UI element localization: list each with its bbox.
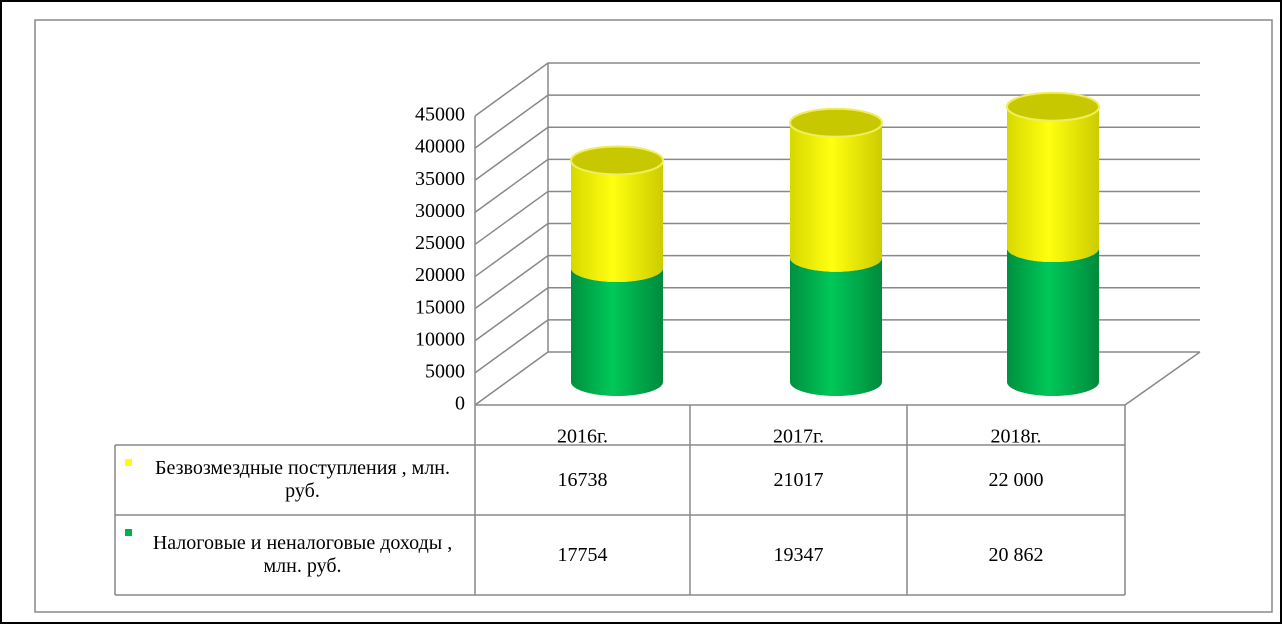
cylinder-segment bbox=[571, 267, 663, 396]
cylinder-segment bbox=[790, 122, 882, 272]
legend-label: Безвозмездные поступления , млн. руб. bbox=[155, 457, 450, 502]
cylinder-segment bbox=[571, 160, 663, 282]
table-value: 22 000 bbox=[988, 468, 1044, 491]
x-tick-label: 2018г. bbox=[991, 426, 1042, 448]
grid-line bbox=[474, 62, 1200, 117]
grid-line bbox=[474, 126, 1200, 181]
grid-line bbox=[474, 94, 1200, 149]
table-value: 21017 bbox=[773, 468, 824, 491]
grid-line bbox=[474, 190, 1200, 246]
y-tick-label: 10000 bbox=[415, 328, 465, 350]
grid-line bbox=[474, 319, 1200, 374]
chart-frame bbox=[34, 19, 1273, 613]
legend-label: Налоговые и неналоговые доходы , млн. ру… bbox=[152, 532, 453, 577]
cylinder-cap bbox=[789, 107, 883, 138]
grid-line bbox=[474, 158, 1200, 213]
table-value: 20 862 bbox=[988, 543, 1044, 566]
legend-entry: Безвозмездные поступления , млн. руб. bbox=[120, 445, 470, 515]
legend-entry: Налоговые и неналоговые доходы , млн. ру… bbox=[120, 515, 470, 595]
cylinder-cap bbox=[570, 145, 664, 176]
cylinder-segment bbox=[790, 257, 882, 396]
y-tick-label: 25000 bbox=[415, 232, 465, 254]
y-tick-label: 0 bbox=[455, 393, 465, 415]
table-value: 16738 bbox=[557, 468, 608, 491]
grid-line bbox=[474, 287, 1200, 342]
y-tick-label: 40000 bbox=[415, 136, 465, 158]
legend-key bbox=[125, 529, 132, 536]
y-tick-label: 45000 bbox=[415, 104, 465, 126]
y-tick-label: 5000 bbox=[425, 360, 465, 382]
table-value: 17754 bbox=[557, 543, 608, 566]
cylinder-segment bbox=[1007, 248, 1099, 396]
y-tick-label: 30000 bbox=[415, 200, 465, 222]
y-tick-label: 35000 bbox=[415, 168, 465, 190]
x-tick-label: 2016г. bbox=[557, 426, 608, 448]
cylinder-cap bbox=[1006, 91, 1100, 122]
y-tick-label: 15000 bbox=[415, 296, 465, 318]
table-value: 19347 bbox=[773, 543, 824, 566]
table-grid bbox=[114, 405, 1126, 596]
legend-key bbox=[125, 459, 132, 466]
cylinder-segment bbox=[1007, 106, 1099, 263]
x-tick-label: 2017г. bbox=[773, 426, 824, 448]
grid-line bbox=[474, 351, 1200, 406]
grid-line bbox=[474, 254, 1200, 310]
y-tick-label: 20000 bbox=[415, 264, 465, 286]
grid-line bbox=[474, 222, 1200, 278]
